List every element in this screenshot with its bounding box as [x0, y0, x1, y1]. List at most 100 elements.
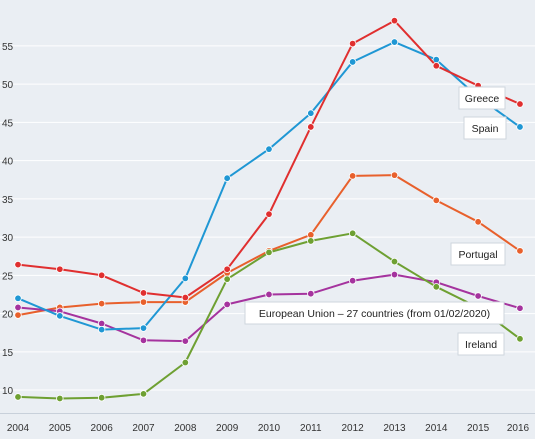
data-point[interactable] — [56, 265, 64, 273]
data-point[interactable] — [181, 293, 190, 302]
callout-ireland-box — [457, 332, 505, 356]
data-point[interactable] — [14, 294, 22, 302]
data-point[interactable] — [223, 174, 231, 182]
data-point[interactable] — [265, 145, 273, 153]
data-point[interactable] — [139, 324, 148, 332]
data-point[interactable] — [307, 109, 315, 117]
data-point[interactable] — [307, 237, 315, 245]
data-point[interactable] — [181, 358, 190, 367]
data-point[interactable] — [348, 276, 357, 285]
data-point[interactable] — [139, 298, 148, 306]
data-point[interactable] — [474, 218, 482, 226]
data-point[interactable] — [307, 123, 315, 131]
callout-ireland-label: Ireland — [465, 339, 497, 351]
callout-eu: European Union – 27 countries (from 01/0… — [244, 301, 505, 325]
x-tick-label: 2005 — [49, 423, 72, 434]
data-point[interactable] — [390, 257, 399, 266]
data-point[interactable] — [474, 292, 482, 300]
y-tick-label: 15 — [2, 348, 14, 359]
y-tick-label: 10 — [2, 386, 14, 397]
data-point[interactable] — [14, 311, 22, 319]
data-point[interactable] — [265, 290, 273, 299]
data-point[interactable] — [181, 337, 190, 345]
data-point[interactable] — [307, 231, 315, 239]
y-tick-label: 40 — [2, 157, 14, 168]
grid-layer — [0, 45, 535, 414]
callout-spain-label: Spain — [472, 123, 499, 135]
callout-layer: Greece Spain Portugal European Union – 2… — [244, 86, 507, 356]
data-point[interactable] — [97, 299, 106, 308]
y-tick-label: 20 — [2, 310, 14, 321]
data-point[interactable] — [432, 62, 440, 70]
callout-greece-box — [458, 86, 506, 110]
data-point[interactable] — [432, 283, 440, 291]
data-point[interactable] — [56, 312, 64, 320]
callout-spain-box — [463, 116, 507, 140]
x-tick-label: 2010 — [258, 423, 281, 434]
callout-spain: Spain — [463, 116, 507, 140]
x-tick-label: 2011 — [300, 423, 322, 434]
x-tick-label: 2016 — [507, 423, 530, 434]
data-point[interactable] — [265, 248, 273, 257]
y-tick-label: 30 — [2, 233, 14, 244]
callout-portugal-box — [450, 242, 506, 266]
x-tick-label: 2015 — [467, 423, 490, 434]
data-point[interactable] — [516, 123, 524, 131]
data-point[interactable] — [516, 100, 524, 108]
x-axis-ticks: 2004 2005 2006 2007 2008 2009 2010 2011 2012 2013… — [7, 423, 530, 434]
callout-greece-label: Greece — [465, 93, 500, 105]
x-tick-label: 2012 — [342, 423, 365, 434]
x-tick-label: 2014 — [425, 423, 448, 434]
x-tick-label: 2006 — [91, 423, 114, 434]
y-tick-label: 50 — [2, 80, 14, 91]
x-tick-label: 2008 — [174, 423, 197, 434]
data-point[interactable] — [14, 260, 22, 269]
series-0 — [14, 16, 524, 302]
callout-portugal: Portugal — [450, 242, 506, 266]
data-point[interactable] — [97, 271, 106, 280]
callout-eu-box — [244, 301, 505, 325]
series-1 — [14, 38, 524, 334]
y-axis-ticks: 10 15 20 25 30 35 40 45 50 55 — [2, 42, 14, 397]
x-tick-label: 2013 — [383, 423, 406, 434]
y-tick-label: 45 — [2, 118, 14, 129]
data-point[interactable] — [139, 289, 148, 297]
data-point[interactable] — [348, 39, 357, 48]
data-point[interactable] — [348, 229, 357, 237]
data-point[interactable] — [516, 247, 524, 255]
data-point[interactable] — [348, 58, 357, 66]
data-point[interactable] — [97, 325, 106, 334]
data-point[interactable] — [223, 275, 231, 283]
data-point[interactable] — [223, 265, 231, 273]
data-point[interactable] — [390, 38, 399, 46]
y-tick-label: 55 — [2, 42, 14, 53]
x-tick-label: 2007 — [132, 423, 155, 434]
callout-ireland: Ireland — [457, 332, 505, 356]
data-point[interactable] — [390, 16, 399, 25]
data-point[interactable] — [139, 390, 148, 398]
callout-greece: Greece — [458, 86, 506, 110]
data-point[interactable] — [97, 319, 106, 328]
data-point[interactable] — [56, 394, 64, 403]
data-point[interactable] — [97, 394, 106, 402]
data-point[interactable] — [516, 335, 524, 343]
data-point[interactable] — [265, 210, 273, 218]
data-point[interactable] — [14, 393, 22, 401]
data-point[interactable] — [432, 196, 440, 205]
data-point[interactable] — [348, 172, 357, 180]
callout-portugal-label: Portugal — [458, 249, 497, 261]
y-tick-label: 25 — [2, 271, 14, 282]
data-point[interactable] — [390, 270, 399, 279]
x-tick-label: 2009 — [216, 423, 239, 434]
data-point[interactable] — [223, 300, 231, 309]
data-point[interactable] — [14, 303, 22, 312]
data-point[interactable] — [139, 336, 148, 345]
data-point[interactable] — [181, 274, 190, 283]
data-point[interactable] — [516, 304, 524, 312]
data-point[interactable] — [307, 289, 315, 298]
x-tick-label: 2004 — [7, 423, 30, 434]
series-layer — [14, 16, 524, 403]
data-point[interactable] — [390, 171, 399, 179]
